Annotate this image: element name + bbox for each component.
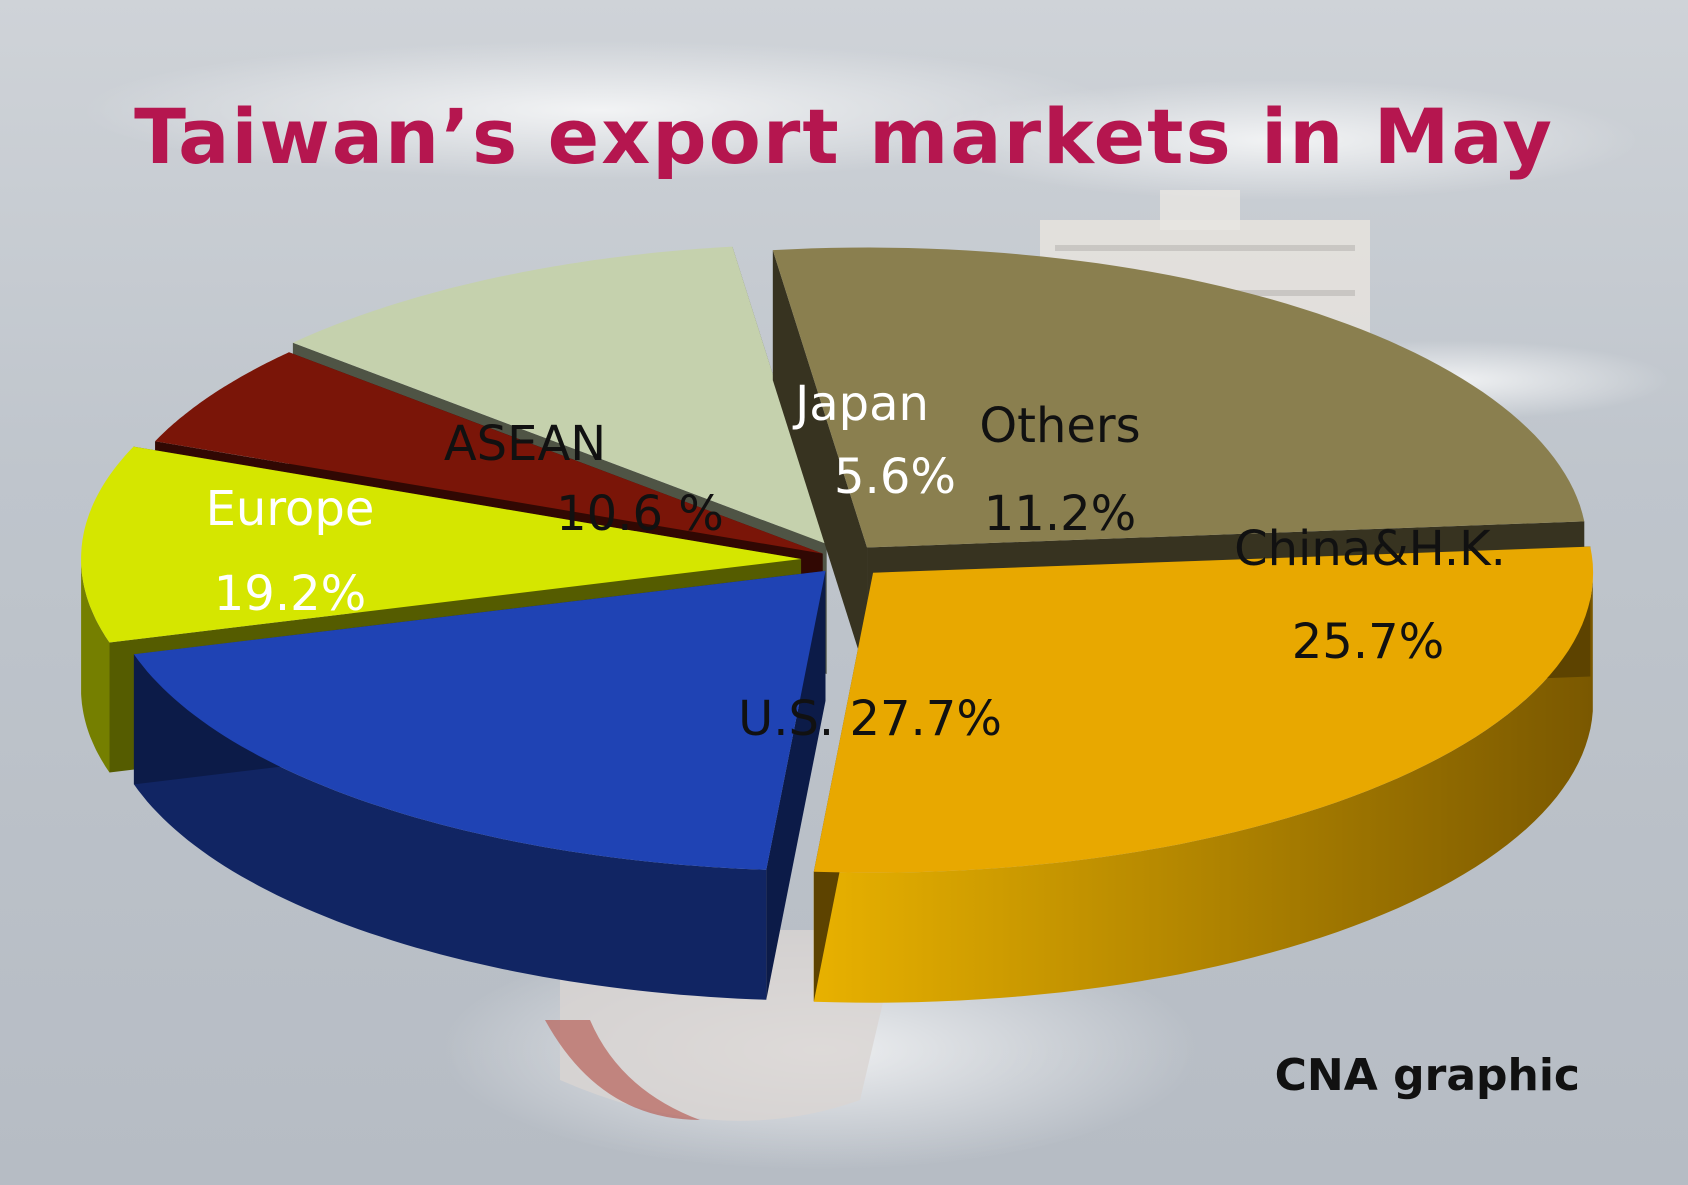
slice-label-others: Others bbox=[979, 398, 1140, 454]
slice-label-china-h-k-: China&H.K. bbox=[1234, 521, 1506, 577]
source-credit: CNA graphic bbox=[1274, 1050, 1580, 1101]
slice-label-china-h-k--value: 25.7% bbox=[1292, 614, 1444, 670]
slice-label-europe-value: 19.2% bbox=[214, 566, 366, 622]
slice-label-others-value: 11.2% bbox=[984, 486, 1136, 542]
slice-label-asean-value: 10.6 % bbox=[556, 486, 724, 542]
slice-u-s- bbox=[813, 546, 1594, 1003]
slice-label-europe: Europe bbox=[206, 481, 375, 537]
slice-label-u-s-: U.S. 27.7% bbox=[738, 691, 1002, 747]
slice-label-japan: Japan bbox=[792, 376, 929, 432]
slice-europe bbox=[133, 570, 826, 1000]
slice-label-japan-value: 5.6% bbox=[834, 449, 956, 505]
slice-label-asean: ASEAN bbox=[444, 416, 606, 472]
chart-title: Taiwan’s export markets in May bbox=[134, 92, 1554, 181]
